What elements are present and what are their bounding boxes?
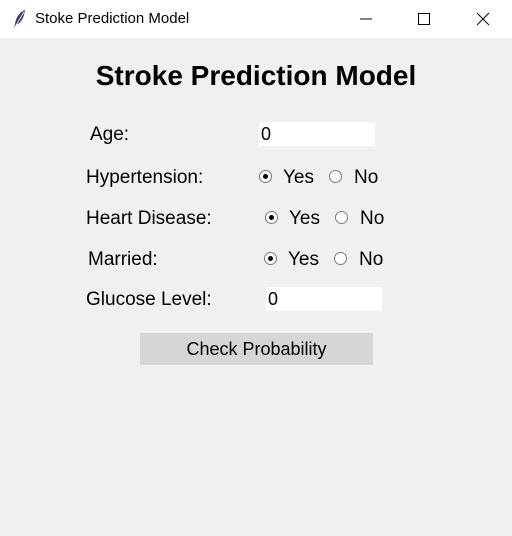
married-yes-radio[interactable] xyxy=(264,252,277,265)
minimize-button[interactable] xyxy=(337,0,395,38)
minimize-icon xyxy=(360,18,372,20)
age-input[interactable] xyxy=(259,122,375,146)
hypertension-no-label[interactable]: No xyxy=(354,167,379,188)
feather-icon xyxy=(12,9,28,29)
heart-disease-yes-label[interactable]: Yes xyxy=(289,208,320,229)
page-title: Stroke Prediction Model xyxy=(95,60,417,91)
heart-disease-label: Heart Disease: xyxy=(86,208,212,229)
hypertension-label: Hypertension: xyxy=(86,167,204,188)
maximize-icon xyxy=(418,13,430,25)
hypertension-yes-label[interactable]: Yes xyxy=(283,167,314,188)
age-label: Age: xyxy=(90,124,130,145)
married-no-radio[interactable] xyxy=(334,252,347,265)
glucose-input[interactable] xyxy=(266,287,382,311)
married-no-label[interactable]: No xyxy=(359,249,384,270)
hypertension-no-radio[interactable] xyxy=(329,170,342,183)
title-bar: Stoke Prediction Model xyxy=(0,0,512,38)
close-icon xyxy=(476,12,490,26)
close-button[interactable] xyxy=(454,0,512,38)
heart-disease-no-label[interactable]: No xyxy=(360,208,385,229)
heart-disease-yes-radio[interactable] xyxy=(265,211,278,224)
window-title: Stoke Prediction Model xyxy=(35,10,190,27)
married-yes-label[interactable]: Yes xyxy=(288,249,319,270)
maximize-button[interactable] xyxy=(395,0,453,38)
married-label: Married: xyxy=(88,249,158,270)
check-probability-button[interactable]: Check Probability xyxy=(140,333,373,365)
hypertension-yes-radio[interactable] xyxy=(259,170,272,183)
glucose-label: Glucose Level: xyxy=(86,289,212,310)
heart-disease-no-radio[interactable] xyxy=(335,211,348,224)
